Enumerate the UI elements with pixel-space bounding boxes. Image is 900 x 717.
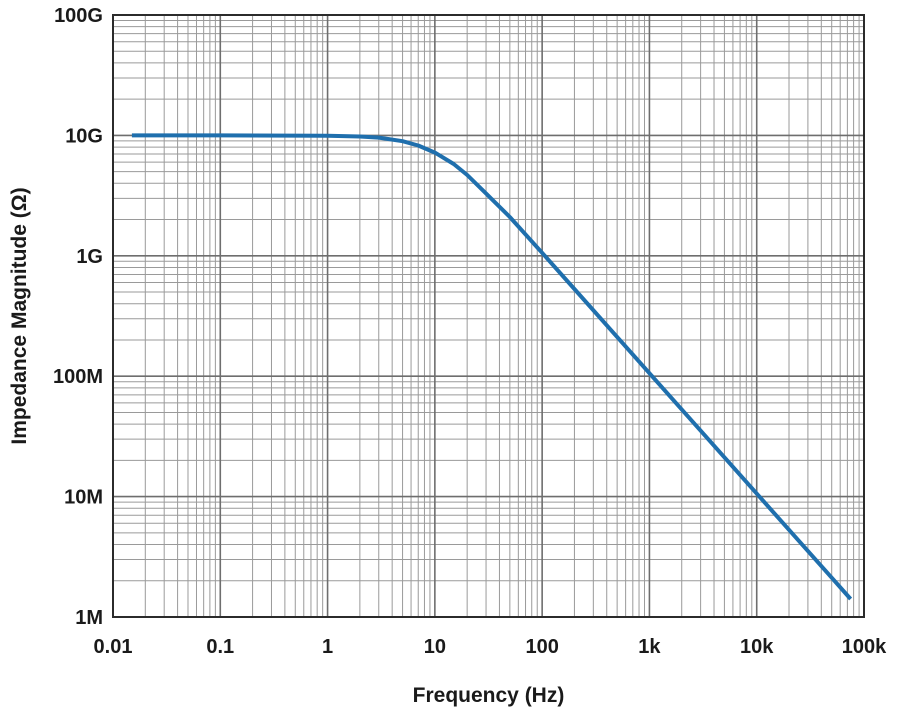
y-axis-title: Impedance Magnitude (Ω): [8, 187, 31, 444]
x-tick-label: 0.1: [206, 636, 234, 658]
x-tick-label: 0.01: [94, 636, 133, 658]
y-tick-label: 10G: [65, 125, 103, 147]
series-layer: [131, 133, 853, 601]
y-tick-label: 1G: [76, 246, 103, 268]
x-axis-title: Frequency (Hz): [413, 684, 565, 707]
x-tick-label: 1k: [638, 636, 661, 658]
impedance-curve: [131, 133, 853, 601]
plot-frame: [112, 14, 865, 618]
y-tick-label: 100M: [53, 366, 103, 388]
x-tick-label: 10: [424, 636, 446, 658]
x-tick-label: 100: [525, 636, 558, 658]
y-tick-label: 10M: [64, 487, 103, 509]
x-tick-labels: 0.01 0.1 1 10 100 1k 10k 100k: [94, 636, 888, 658]
y-tick-labels: 1M 10M 100M 1G 10G 100G: [53, 5, 103, 629]
y-tick-label: 1M: [75, 607, 103, 629]
major-gridlines: [113, 15, 864, 617]
minor-gridlines: [113, 15, 864, 617]
x-tick-label: 10k: [740, 636, 774, 658]
x-tick-label: 1: [322, 636, 333, 658]
x-tick-label: 100k: [842, 636, 887, 658]
y-tick-label: 100G: [54, 5, 103, 27]
